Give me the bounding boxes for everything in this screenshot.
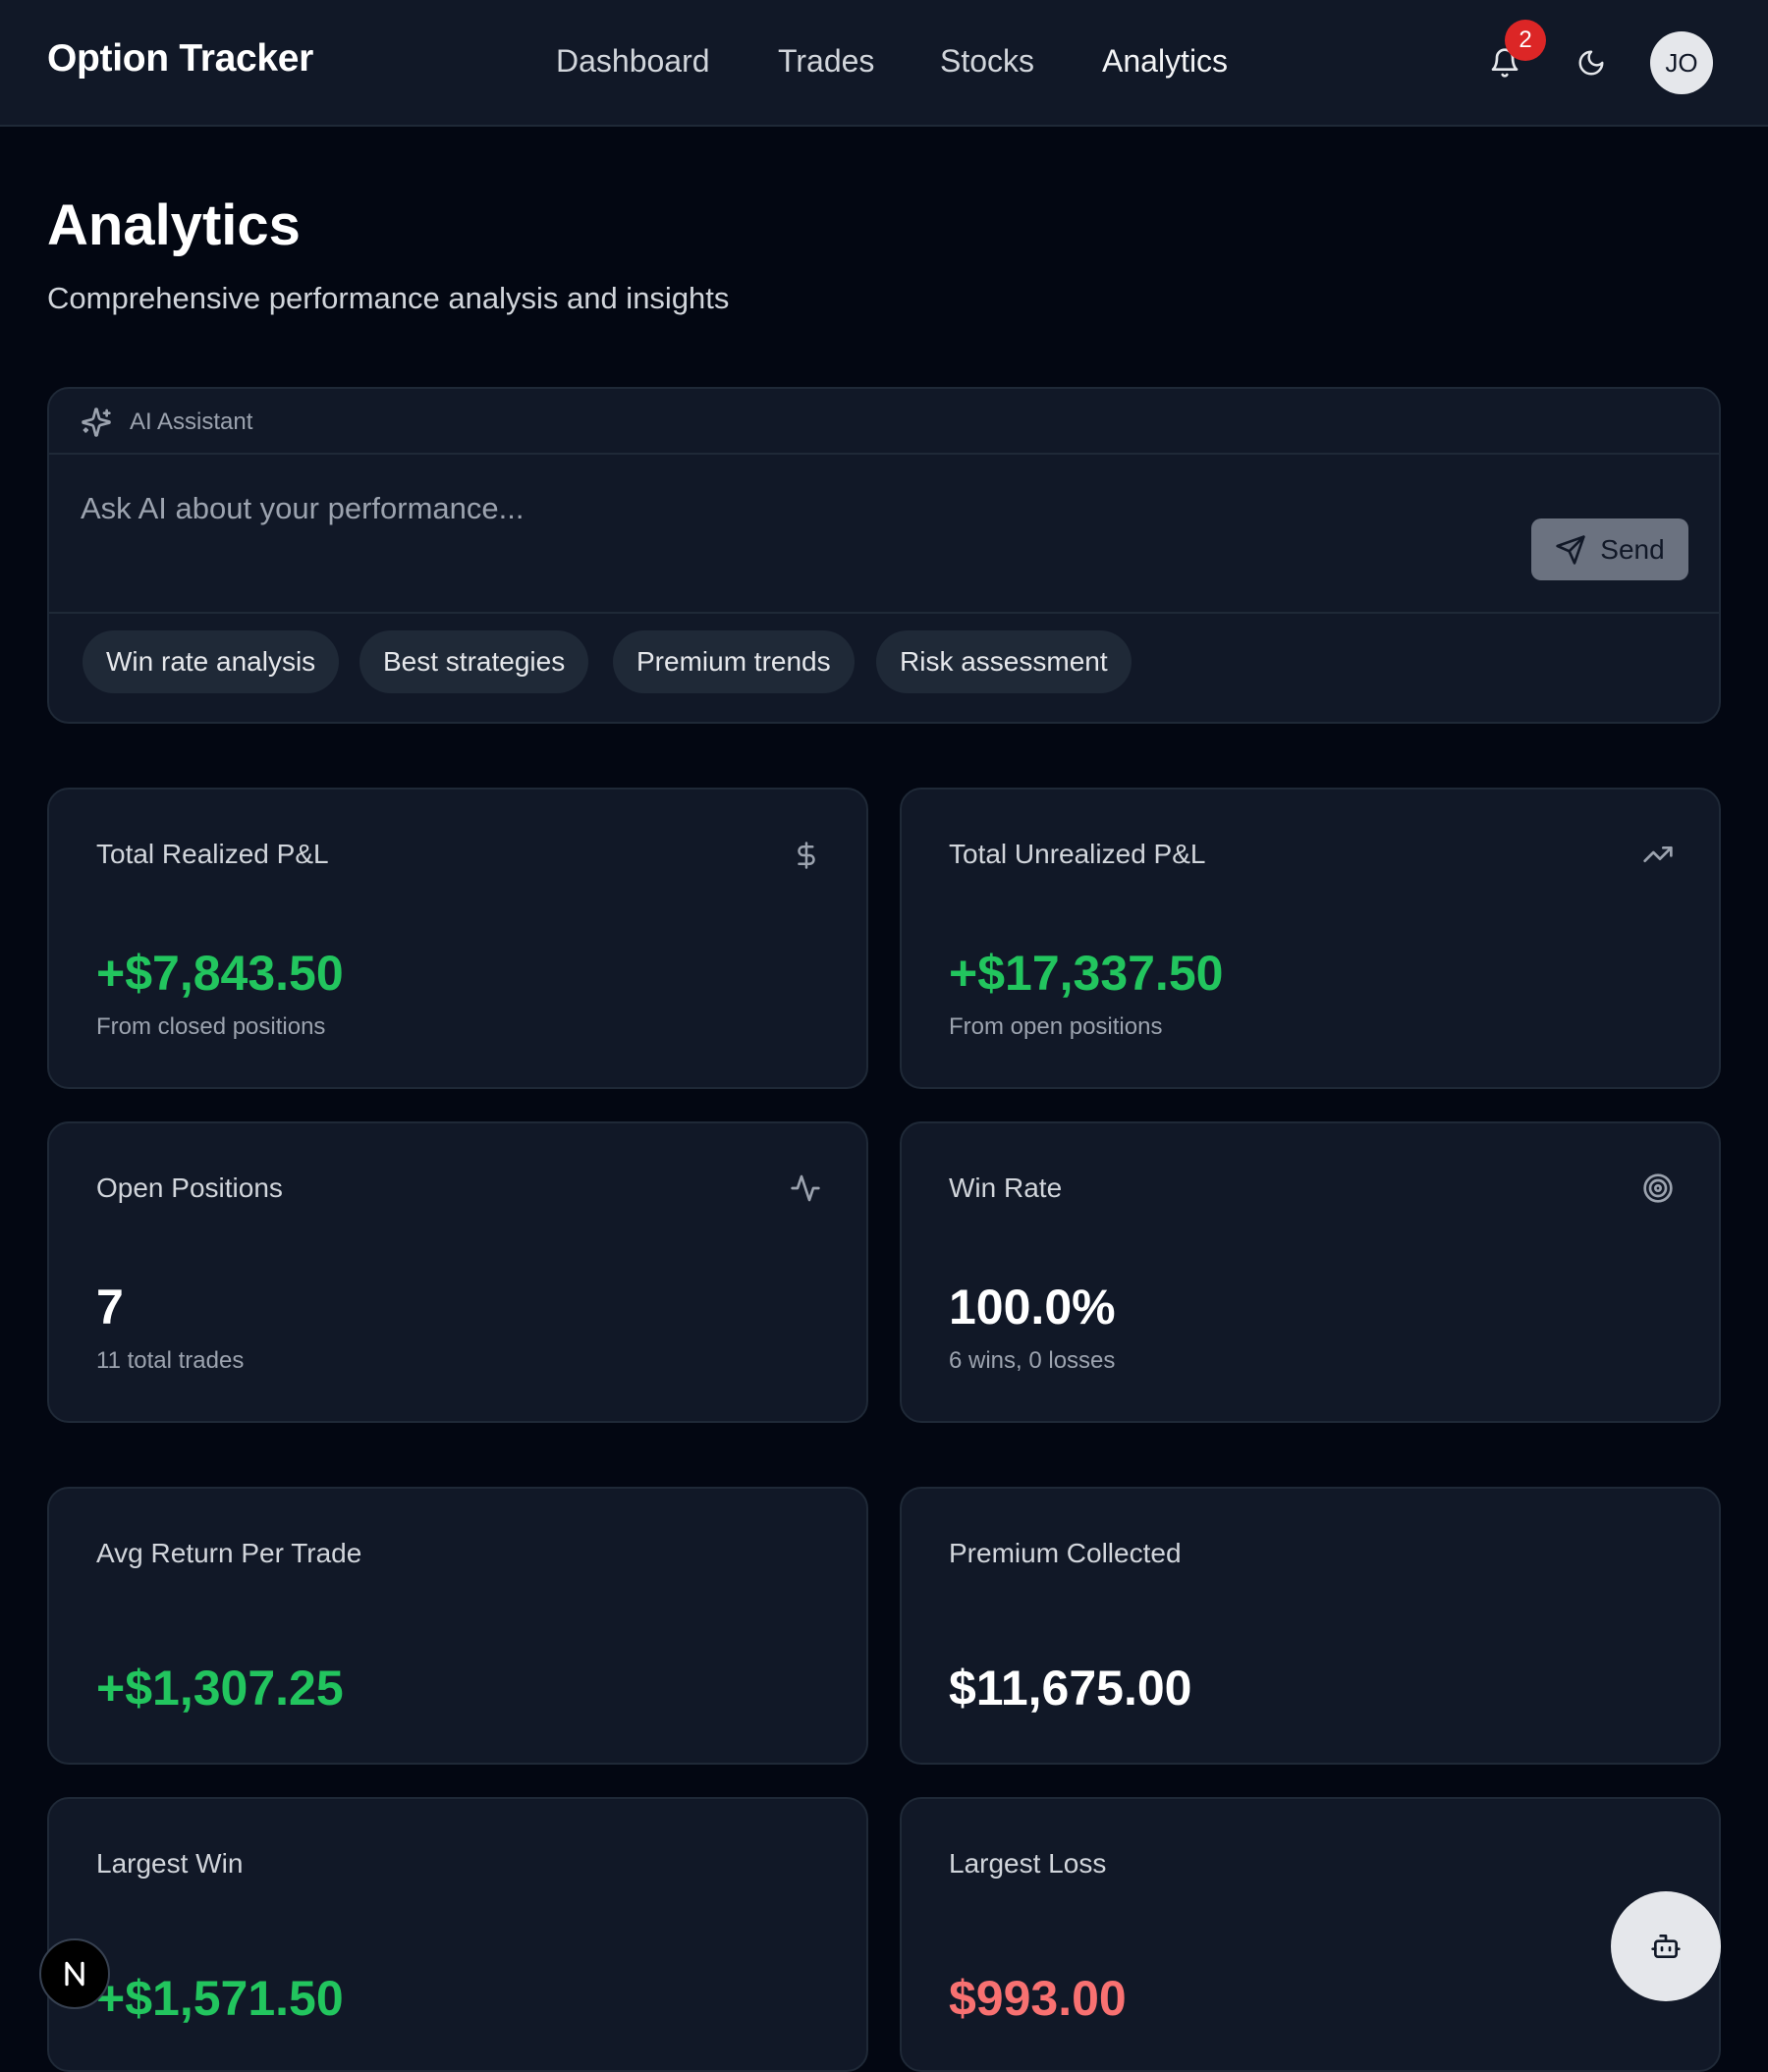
largest-loss-card: Largest Loss $993.00 [900,1797,1721,2072]
unrealized-pnl-value: +$17,337.50 [949,946,1224,1001]
suggestion-chip-premium-trends[interactable]: Premium trends [613,630,855,693]
suggestion-chip-best-strategies[interactable]: Best strategies [359,630,589,693]
activity-icon [791,1174,820,1202]
brand-logo[interactable]: Option Tracker [47,37,314,80]
realized-pnl-sub: From closed positions [96,1013,326,1040]
avg-return-card: Avg Return Per Trade +$1,307.25 [47,1487,868,1765]
dollar-icon [798,842,815,869]
largest-win-label: Largest Win [96,1848,244,1879]
realized-pnl-label: Total Realized P&L [96,839,329,869]
ai-divider [49,612,1719,614]
suggestion-chip-win-rate[interactable]: Win rate analysis [83,630,340,693]
open-positions-card: Open Positions 7 11 total trades [47,1121,868,1423]
premium-collected-card: Premium Collected $11,675.00 [900,1487,1721,1765]
avg-return-label: Avg Return Per Trade [96,1538,362,1568]
open-positions-label: Open Positions [96,1172,283,1203]
trending-up-icon [1643,846,1673,862]
bell-icon [1491,48,1519,78]
largest-win-value: +$1,571.50 [96,1971,344,2026]
nav-analytics[interactable]: Analytics [1102,43,1229,79]
ai-assistant-header: AI Assistant [49,389,1719,455]
unrealized-pnl-sub: From open positions [949,1013,1163,1040]
unrealized-pnl-label: Total Unrealized P&L [949,839,1206,869]
top-navbar: Option Tracker Dashboard Trades Stocks A… [0,0,1768,127]
dev-tools-n-icon[interactable] [39,1938,110,2009]
n-logo-icon [65,1961,84,1987]
open-positions-sub: 11 total trades [96,1347,245,1374]
largest-loss-value: $993.00 [949,1971,1127,2026]
moon-icon [1578,50,1604,76]
avg-return-value: +$1,307.25 [96,1661,344,1716]
ai-assistant-label: AI Assistant [130,409,253,435]
nav-dashboard[interactable]: Dashboard [556,43,710,79]
bot-icon [1651,1935,1681,1958]
notification-badge: 2 [1505,20,1546,61]
user-avatar[interactable]: JO [1650,31,1713,94]
notifications-button[interactable] [1477,35,1532,90]
nav-stocks[interactable]: Stocks [940,43,1035,79]
win-rate-value: 100.0% [949,1280,1116,1335]
realized-pnl-card: Total Realized P&L +$7,843.50 From close… [47,788,868,1089]
unrealized-pnl-card: Total Unrealized P&L +$17,337.50 From op… [900,788,1721,1089]
theme-toggle-button[interactable] [1564,35,1619,90]
premium-collected-value: $11,675.00 [949,1661,1192,1716]
suggestion-chip-risk-assessment[interactable]: Risk assessment [876,630,1132,693]
nav-trades[interactable]: Trades [778,43,875,79]
ai-assistant-card: AI Assistant Send Win rate analysis Best… [47,387,1721,724]
premium-collected-label: Premium Collected [949,1538,1182,1568]
win-rate-card: Win Rate 100.0% 6 wins, 0 losses [900,1121,1721,1423]
win-rate-sub: 6 wins, 0 losses [949,1347,1116,1374]
sparkles-icon [82,408,111,437]
page-subtitle: Comprehensive performance analysis and i… [47,281,730,315]
win-rate-label: Win Rate [949,1172,1063,1203]
largest-win-card: Largest Win +$1,571.50 [47,1797,868,2072]
largest-loss-label: Largest Loss [949,1848,1107,1879]
send-icon [1556,534,1585,565]
page-title: Analytics [47,193,301,257]
send-button[interactable]: Send [1531,518,1688,580]
open-positions-value: 7 [96,1280,124,1335]
ai-question-input[interactable] [81,479,1554,538]
realized-pnl-value: +$7,843.50 [96,946,344,1001]
target-icon [1643,1173,1673,1203]
ai-chat-fab[interactable] [1611,1891,1721,2001]
send-button-label: Send [1600,533,1665,565]
